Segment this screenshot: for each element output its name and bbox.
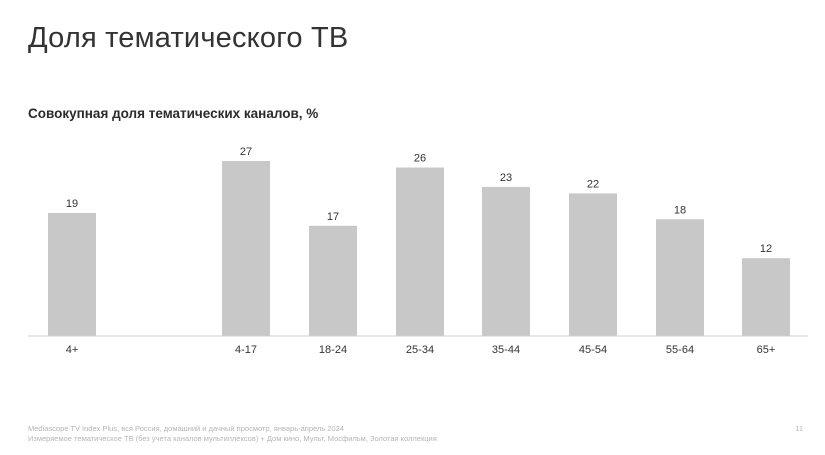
category-label-4+: 4+	[66, 344, 79, 356]
footer-source-line: Mediascope TV Index Plus, вся Россия, до…	[28, 424, 344, 433]
value-label-4+: 19	[66, 198, 78, 210]
bar-25-34	[396, 167, 444, 336]
chart-title: Совокупная доля тематических каналов, %	[28, 106, 319, 121]
slide-title: Доля тематического ТВ	[28, 22, 349, 54]
value-label-25-34: 26	[414, 153, 426, 165]
category-label-65+: 65+	[757, 344, 776, 356]
bar-18-24	[309, 225, 357, 336]
value-label-45-54: 22	[587, 178, 599, 190]
category-label-25-34: 25-34	[406, 344, 434, 356]
value-label-65+: 12	[760, 243, 772, 255]
category-label-55-64: 55-64	[666, 344, 694, 356]
category-labels-group: 4+ 4-17 18-24 25-34 35-44 45-54 55-64 65+	[66, 344, 776, 356]
value-label-35-44: 23	[500, 172, 512, 184]
value-label-18-24: 17	[327, 211, 339, 223]
footer-source: Mediascope TV Index Plus, вся Россия, до…	[28, 424, 437, 444]
value-label-55-64: 18	[674, 204, 686, 216]
bar-4-17	[222, 161, 270, 336]
bar-4+	[48, 212, 96, 336]
footer-note-line: Измеряемое тематическое ТВ (без учета ка…	[28, 434, 437, 443]
bar-45-54	[569, 193, 617, 336]
bars-group	[48, 161, 790, 336]
bar-65+	[742, 258, 790, 336]
value-labels-group: 19 27 17 26 23 22 18 12	[66, 146, 772, 255]
category-label-4-17: 4-17	[235, 344, 257, 356]
category-label-18-24: 18-24	[319, 344, 347, 356]
page-number: 11	[795, 424, 803, 433]
value-label-4-17: 27	[240, 146, 252, 158]
bar-35-44	[482, 186, 530, 336]
category-label-45-54: 45-54	[579, 344, 607, 356]
bar-55-64	[656, 219, 704, 336]
category-label-35-44: 35-44	[492, 344, 520, 356]
